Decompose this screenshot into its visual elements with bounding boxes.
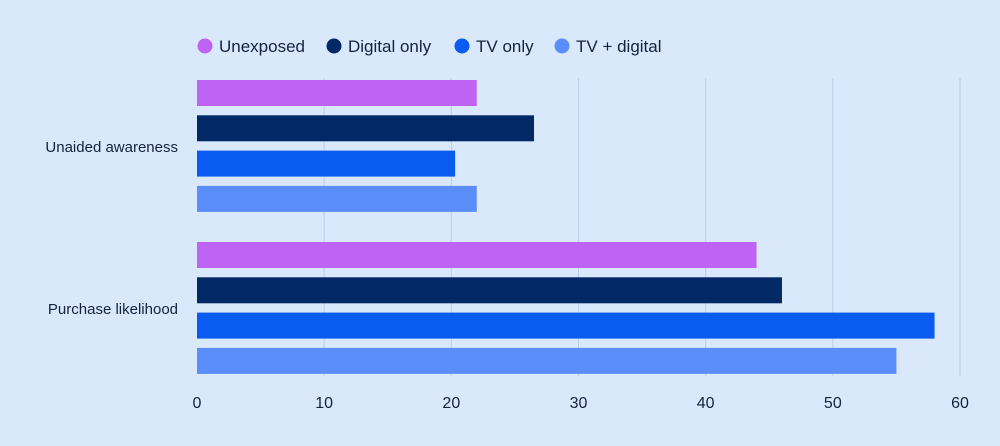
legend-label: Digital only	[348, 37, 432, 56]
bar-digital-only-unaided-awareness	[197, 115, 534, 142]
category-label: Purchase likelihood	[48, 301, 178, 318]
bar-unexposed-purchase-likelihood	[197, 242, 757, 268]
bar-tv-only-purchase-likelihood	[197, 312, 935, 339]
bar-tv-digital-purchase-likelihood	[197, 347, 897, 374]
x-tick-label: 0	[193, 395, 202, 412]
x-tick-label: 50	[824, 395, 842, 412]
bar-tv-only-unaided-awareness	[197, 150, 456, 177]
x-tick-label: 20	[442, 395, 460, 412]
legend-marker-digital-only	[326, 38, 342, 54]
x-tick-label: 40	[697, 395, 715, 412]
legend-marker-tv-digital	[554, 38, 570, 54]
legend-label: Unexposed	[219, 37, 305, 56]
bar-digital-only-purchase-likelihood	[197, 277, 782, 304]
bar-tv-digital-unaided-awareness	[197, 185, 477, 212]
legend-marker-unexposed	[197, 38, 213, 54]
x-tick-label: 30	[570, 395, 588, 412]
legend-label: TV + digital	[576, 37, 662, 56]
legend-marker-tv-only	[454, 38, 470, 54]
bar-unexposed-unaided-awareness	[197, 80, 477, 106]
category-label: Unaided awareness	[45, 139, 178, 156]
x-tick-label: 60	[951, 395, 969, 412]
x-tick-label: 10	[315, 395, 333, 412]
legend-label: TV only	[476, 37, 534, 56]
